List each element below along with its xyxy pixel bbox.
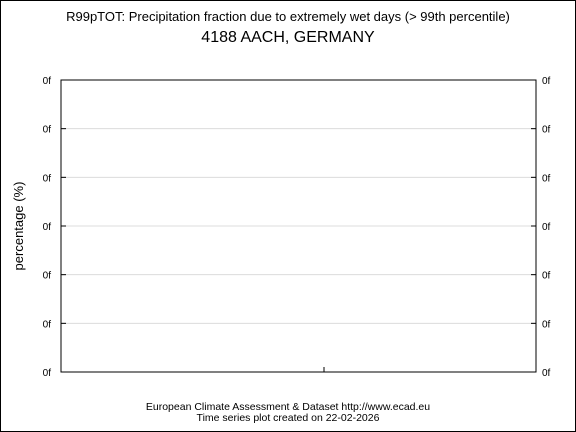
y-tick-label-right: 0f (542, 125, 551, 136)
y-tick-label-right: 0f (542, 222, 551, 233)
y-tick-label-left: 0f (43, 173, 52, 184)
chart-title: R99pTOT: Precipitation fraction due to e… (66, 9, 510, 24)
y-axis-left-ticks: 0f 0f 0f 0f 0f 0f 0f (43, 76, 66, 379)
y-tick-label-left: 0f (43, 368, 52, 379)
chart-subtitle: 4188 AACH, GERMANY (201, 29, 375, 46)
footer-created: Time series plot created on 22-02-2026 (197, 412, 380, 424)
y-tick-label-left: 0f (43, 125, 52, 136)
footer-source: European Climate Assessment & Dataset ht… (146, 401, 430, 413)
y-tick-label-right: 0f (542, 76, 551, 87)
y-tick-label-right: 0f (542, 368, 551, 379)
y-axis-label: percentage (%) (11, 182, 26, 271)
y-axis-right-ticks: 0f 0f 0f 0f 0f 0f 0f (531, 76, 551, 379)
y-tick-label-left: 0f (43, 76, 52, 87)
grid-lines (61, 128, 536, 324)
y-tick-label-right: 0f (542, 173, 551, 184)
y-tick-label-left: 0f (43, 319, 52, 330)
y-tick-label-right: 0f (542, 319, 551, 330)
y-tick-label-left: 0f (43, 271, 52, 282)
y-tick-label-right: 0f (542, 271, 551, 282)
y-tick-label-left: 0f (43, 222, 52, 233)
